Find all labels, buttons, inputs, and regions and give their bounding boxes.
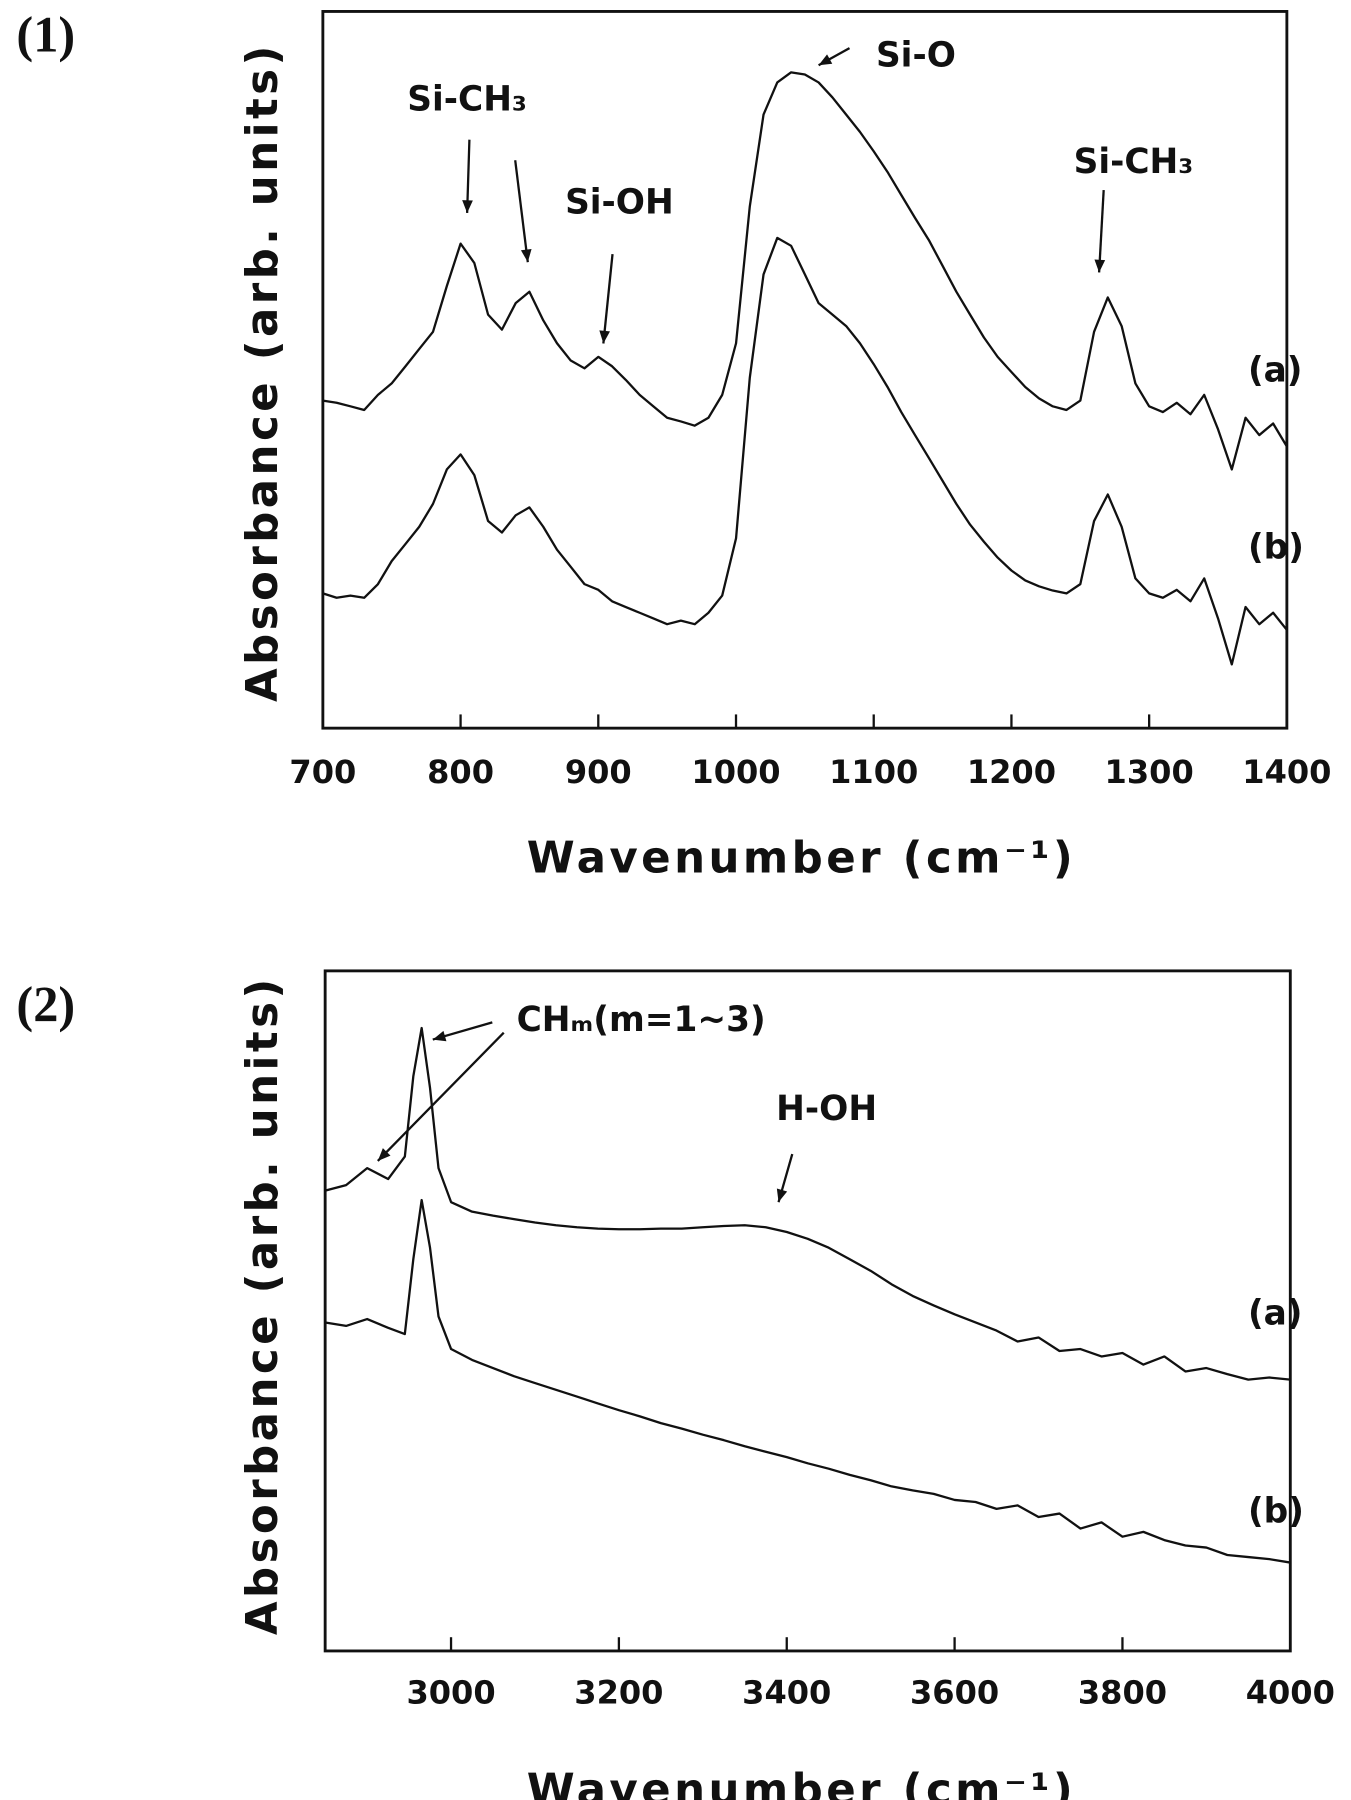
x-tick-label: 1400 xyxy=(1242,753,1331,791)
annotation: Si-OH xyxy=(565,182,674,222)
panel-label: (1) xyxy=(16,7,75,63)
x-tick-label: 3400 xyxy=(742,1673,831,1711)
x-tick-label: 1100 xyxy=(829,753,918,791)
x-tick-label: 3000 xyxy=(406,1673,495,1711)
annotation: Si-O xyxy=(876,36,956,76)
x-tick-label: 900 xyxy=(565,753,632,791)
spectrum-line xyxy=(322,236,1288,666)
annotation: CHₘ(m=1~3) xyxy=(517,1000,766,1040)
arrow-shaft xyxy=(602,254,614,344)
arrow-head xyxy=(818,54,833,66)
x-tick-label: 700 xyxy=(289,753,356,791)
x-tick-label: 1000 xyxy=(691,753,780,791)
x-axis-label: Wavenumber (cm⁻¹) xyxy=(527,1765,1076,1800)
arrow-head xyxy=(462,200,473,213)
annotation: Si-CH₃ xyxy=(407,79,527,119)
arrow-shaft xyxy=(514,160,529,263)
spectrum-line xyxy=(324,1026,1291,1381)
x-tick-label: 1200 xyxy=(967,753,1056,791)
arrow-head xyxy=(520,248,532,263)
panel-label: (2) xyxy=(16,976,75,1032)
y-axis-label: Absorbance (arb. units) xyxy=(238,42,288,702)
x-tick-label: 800 xyxy=(427,753,494,791)
y-axis-label: Absorbance (arb. units) xyxy=(238,975,288,1635)
arrow-head xyxy=(776,1188,788,1203)
curve-label: (b) xyxy=(1248,528,1304,568)
annotation: Si-CH₃ xyxy=(1074,142,1194,182)
arrow-head xyxy=(377,1148,391,1161)
x-tick-label: 1300 xyxy=(1105,753,1194,791)
figure-body: 700 800 900 1000 1100 1200 1300 1400 (1) Wavenumb… xyxy=(16,7,1334,1800)
x-tick-label: 4000 xyxy=(1246,1673,1335,1711)
spectrum-line xyxy=(324,1198,1291,1564)
curve-label: (b) xyxy=(1248,1492,1304,1532)
arrow-shaft xyxy=(377,1031,505,1162)
x-tick-label: 3600 xyxy=(910,1673,999,1711)
arrow-head xyxy=(1094,259,1106,273)
curve-label: (a) xyxy=(1248,1294,1303,1334)
plot-frame xyxy=(323,969,1292,1653)
arrow-head xyxy=(599,330,610,344)
plot-frame xyxy=(321,10,1289,730)
annotation: H-OH xyxy=(776,1089,877,1129)
spectrum-line xyxy=(322,71,1288,471)
x-axis-label: Wavenumber (cm⁻¹) xyxy=(527,833,1076,883)
curve-label: (a) xyxy=(1248,350,1303,390)
arrow-shaft xyxy=(1097,189,1105,273)
x-tick-label: 3800 xyxy=(1078,1673,1167,1711)
x-tick-label: 3200 xyxy=(574,1673,663,1711)
arrow-head xyxy=(432,1030,447,1042)
